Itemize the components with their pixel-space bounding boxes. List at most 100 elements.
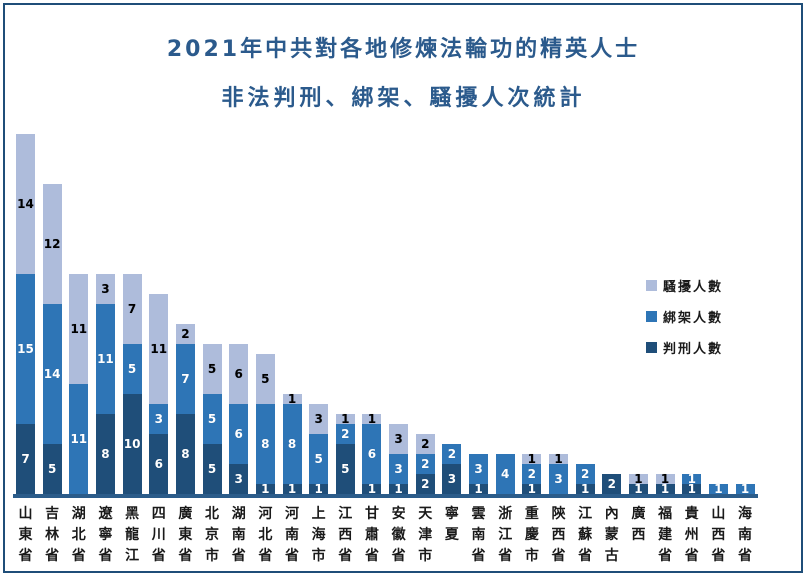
bar-segment: 1 (682, 473, 702, 485)
bar-segment: 1 (282, 393, 302, 405)
data-label: 6 (154, 457, 163, 471)
data-label: 5 (127, 362, 137, 376)
bar-segment: 1 (362, 412, 382, 426)
data-label: 11 (70, 432, 88, 446)
data-label: 5 (207, 462, 217, 476)
data-label: 8 (261, 437, 270, 451)
bar-segment: 3 (389, 424, 409, 454)
stacked-bar: 6 3 11 (149, 294, 169, 494)
data-label: 7 (21, 452, 30, 466)
stacked-bar: 1 6 1 (362, 412, 382, 495)
data-label: 1 (261, 482, 270, 496)
data-label: 3 (394, 462, 403, 476)
bar-segment: 14 (16, 134, 35, 274)
bar-segment: 6 (229, 344, 249, 404)
x-axis-label: 甘肅省 (364, 506, 379, 564)
bar-segment: 8 (282, 404, 302, 484)
data-label: 1 (394, 482, 403, 496)
bar-segment: 2 (415, 454, 435, 474)
x-axis-label: 湖北省 (71, 506, 86, 564)
data-label: 2 (181, 327, 190, 341)
bar-segment: 2 (602, 474, 622, 494)
bar-segment: 3 (389, 454, 409, 484)
bar-segment: 1 (522, 483, 542, 495)
stacked-bar: 7 15 14 (16, 134, 35, 494)
bar-segment: 2 (175, 324, 195, 344)
data-label: 1 (687, 482, 696, 496)
data-label: 6 (234, 367, 243, 381)
legend-item-abduction: 綁架人數 (646, 307, 723, 326)
data-label: 3 (554, 472, 563, 486)
data-label: 1 (367, 412, 377, 426)
stacked-bar: 4 (495, 454, 515, 494)
bar-segment: 7 (122, 274, 142, 344)
data-label: 1 (740, 482, 750, 496)
data-label: 3 (474, 462, 483, 476)
stacked-bar: 8 7 2 (175, 324, 195, 494)
bar-segment: 4 (495, 454, 515, 494)
data-label: 14 (43, 367, 61, 381)
bar-segment: 1 (309, 483, 329, 495)
x-axis-label: 內蒙古 (604, 506, 619, 564)
bar-segment: 2 (442, 444, 462, 464)
data-label: 3 (447, 472, 457, 486)
x-axis-label: 重慶市 (524, 506, 539, 564)
data-label: 5 (207, 362, 217, 376)
abduction-swatch-icon (646, 311, 657, 322)
bar-segment: 1 (575, 483, 595, 495)
data-label: 14 (17, 197, 34, 211)
bar-segment: 1 (469, 483, 489, 495)
x-axis-label: 江西省 (338, 506, 353, 564)
stacked-bar: 5 5 5 (202, 344, 222, 494)
bar-segment: 3 (549, 464, 568, 494)
data-label: 6 (234, 427, 243, 441)
bar-segment: 1 (655, 473, 675, 485)
bar-segment: 6 (362, 424, 382, 484)
stacked-bar: 8 11 3 (95, 274, 115, 494)
x-axis-label: 山東省 (18, 506, 33, 564)
bar-segment: 1 (655, 483, 675, 495)
data-label: 12 (43, 237, 61, 251)
bar-segment: 3 (149, 404, 169, 434)
x-axis-label: 山西省 (711, 506, 726, 564)
data-label: 8 (101, 447, 110, 461)
x-axis-label: 天津市 (418, 506, 433, 564)
harassment-swatch-icon (646, 280, 657, 291)
legend-item-sentenced: 判刑人數 (646, 338, 723, 357)
bar-segment: 5 (255, 354, 275, 404)
stacked-bar: 1 (708, 483, 728, 495)
stacked-bar: 2 (602, 474, 622, 494)
x-axis-label: 上海市 (311, 506, 326, 564)
bar-segment: 7 (16, 424, 35, 494)
data-label: 1 (634, 482, 643, 496)
data-label: 7 (127, 302, 137, 316)
bar-segment: 5 (202, 444, 222, 494)
data-label: 2 (607, 477, 616, 491)
data-label: 3 (154, 412, 163, 426)
bar-segment: 3 (229, 464, 249, 494)
data-label: 11 (150, 342, 168, 356)
stacked-bar: 10 5 7 (122, 274, 142, 494)
bar-segment: 5 (309, 434, 329, 484)
bar-segment: 1 (628, 482, 648, 496)
data-label: 2 (421, 457, 430, 471)
bar-segment: 3 (95, 274, 115, 304)
bar-segment: 1 (389, 482, 409, 496)
data-label: 5 (261, 372, 270, 386)
bar-segment: 3 (469, 454, 489, 484)
bar-segment: 8 (255, 404, 275, 484)
bar-segment: 15 (16, 274, 35, 424)
bar-segment: 5 (122, 344, 142, 394)
x-axis-label: 陝西省 (551, 506, 566, 564)
bar-segment: 1 (708, 483, 728, 495)
chart-title-line2: 非法判刑、綁架、騷擾人次統計 (221, 86, 586, 111)
legend-label: 綁架人數 (663, 311, 724, 326)
plot-area: 7 15 14 5 14 12 11 11 8 11 3 10 5 7 6 3 11 8 7 2 5 5 5 3 6 6 1 8 5 1 8… (16, 130, 761, 496)
